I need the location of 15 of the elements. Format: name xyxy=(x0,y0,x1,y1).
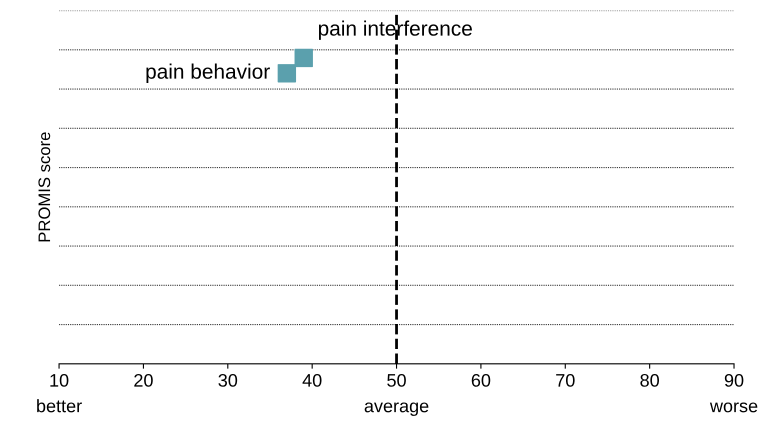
x-tick-label: 20 xyxy=(134,374,153,387)
x-tick-label: 90 xyxy=(724,374,744,387)
x-tick-label: 40 xyxy=(302,374,322,387)
x-tick-label: 60 xyxy=(472,374,490,387)
text: worse xyxy=(710,402,758,412)
annotation: pain interference xyxy=(318,20,472,40)
x-tick-label: 50 xyxy=(387,374,406,387)
annotation: pain behavior xyxy=(146,64,270,83)
text: average xyxy=(364,402,428,416)
text: better xyxy=(37,399,82,412)
y-axis-title: PROMIS score xyxy=(38,132,50,242)
x-tick-label: 30 xyxy=(218,374,238,387)
x-tick-label: 80 xyxy=(640,374,659,387)
x-tick-label: 70 xyxy=(556,374,575,387)
x-tick-label: 10 xyxy=(50,374,68,387)
